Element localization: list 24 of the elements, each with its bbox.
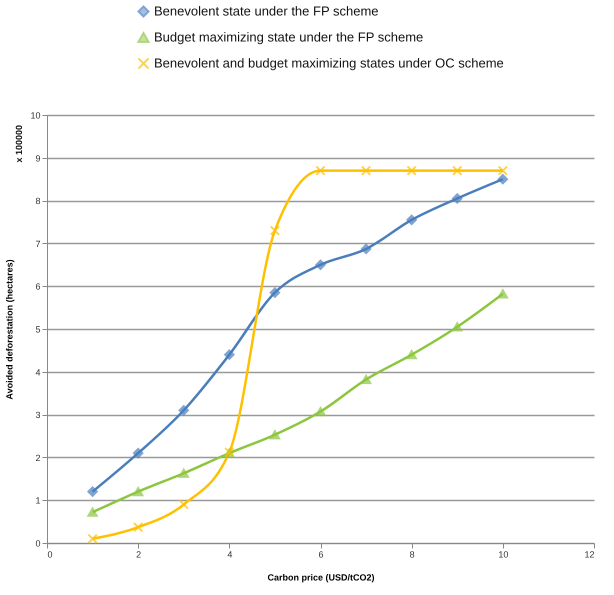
- y-tick-label: 10: [30, 110, 40, 120]
- x-tick-label: 2: [136, 550, 142, 560]
- y-tick-label: 2: [35, 452, 40, 463]
- y-axis-title: Avoided deforestation (hectares): [4, 259, 14, 400]
- x-tick-label: 8: [410, 550, 415, 560]
- y-tick-label: 1: [35, 496, 40, 506]
- x-tick-label: 10: [498, 550, 508, 560]
- x-tick-label: 12: [584, 550, 594, 560]
- y-tick-label: 4: [35, 367, 40, 378]
- y-tick-label: 0: [35, 538, 40, 548]
- y-tick-label: 5: [35, 324, 40, 334]
- y-tick-label: 3: [35, 410, 40, 420]
- text: x 100000: [14, 125, 24, 163]
- y-tick-label: 9: [35, 153, 40, 164]
- y-tick-label: 6: [35, 282, 40, 292]
- y-tick-label: 8: [35, 196, 40, 206]
- y-tick-label: 7: [35, 238, 40, 249]
- x-tick-label: 4: [227, 550, 232, 560]
- legend-label: Benevolent and budget maximizing states under OC scheme: [154, 56, 504, 70]
- x-tick-label: 6: [318, 550, 324, 560]
- x-axis-title: Carbon price (USD/tCO2): [267, 572, 375, 582]
- x-tick-label: 0: [48, 550, 53, 560]
- legend-label: Benevolent state under the FP scheme: [154, 4, 379, 18]
- legend-label: Budget maximizing state under the FP scheme: [154, 30, 424, 44]
